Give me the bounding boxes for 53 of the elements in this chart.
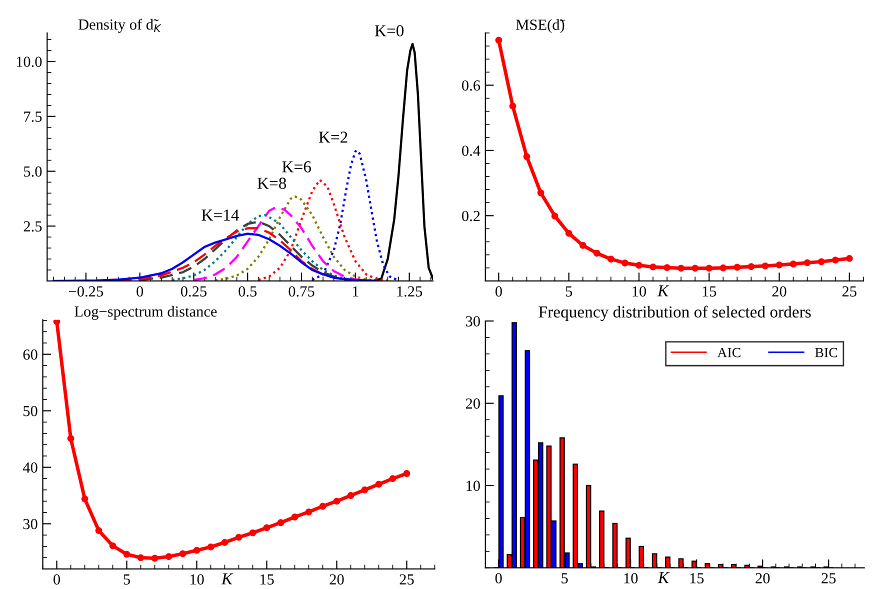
x-tick-label: −0.25 bbox=[69, 286, 104, 297]
x-axis-title: K bbox=[658, 572, 670, 584]
legend-label: AIC bbox=[717, 348, 740, 358]
annotation: K=0 bbox=[374, 25, 404, 36]
y-tick-label: 50 bbox=[24, 406, 38, 416]
y-tick-label: 10 bbox=[466, 480, 480, 491]
x-axis-title: K bbox=[657, 285, 670, 296]
x-tick-label: 0.25 bbox=[180, 286, 206, 297]
x-tick-label: 1 bbox=[352, 286, 358, 296]
x-tick-label: 0.5 bbox=[238, 286, 257, 297]
x-tick-label: 15 bbox=[260, 574, 274, 585]
x-tick-label: 10 bbox=[624, 573, 638, 584]
y-tick-label: 40 bbox=[22, 462, 38, 473]
x-tick-label: 25 bbox=[842, 286, 856, 297]
annotation: K=6 bbox=[282, 161, 312, 172]
y-tick-label: 20 bbox=[466, 398, 480, 409]
x-tick-label: 25 bbox=[822, 573, 836, 584]
x-tick-label: 0 bbox=[495, 286, 502, 297]
y-tick-label: 5.0 bbox=[24, 166, 42, 177]
y-tick-label: 0.2 bbox=[462, 210, 480, 222]
chart-title: MSE(d̃) bbox=[516, 19, 565, 33]
y-tick-label: 30 bbox=[466, 316, 480, 326]
x-tick-label: 20 bbox=[756, 573, 770, 584]
x-tick-label: 25 bbox=[400, 574, 414, 585]
legend-label: BIC bbox=[815, 348, 838, 358]
x-tick-label: 10 bbox=[632, 286, 646, 297]
x-tick-label: 15 bbox=[690, 573, 704, 584]
x-tick-label: 10 bbox=[190, 574, 204, 585]
x-tick-label: 0 bbox=[136, 286, 144, 297]
chart-title: Density of d̃$_{K}$ bbox=[78, 18, 162, 33]
x-axis-title: K bbox=[221, 573, 234, 584]
x-tick-label: 20 bbox=[772, 286, 786, 297]
y-tick-label: 2.5 bbox=[24, 221, 42, 232]
chart-title: Frequency distribution of selected orders bbox=[538, 306, 811, 322]
x-tick-label: 0 bbox=[54, 574, 60, 585]
x-tick-label: 0 bbox=[495, 573, 502, 584]
x-tick-label: 5 bbox=[562, 573, 568, 584]
chart-title: Log−spectrum distance bbox=[74, 306, 217, 320]
x-tick-label: 5 bbox=[566, 286, 572, 297]
x-tick-label: 0.75 bbox=[288, 286, 314, 297]
x-tick-label: 20 bbox=[330, 574, 344, 585]
annotation: K=2 bbox=[318, 132, 348, 143]
x-tick-label: 1.25 bbox=[397, 286, 422, 297]
x-tick-label: 15 bbox=[702, 286, 716, 297]
y-tick-label: 60 bbox=[23, 349, 38, 360]
annotation: K=14 bbox=[202, 210, 240, 221]
x-tick-label: 5 bbox=[124, 574, 130, 585]
y-tick-label: 10.0 bbox=[16, 56, 42, 68]
y-tick-label: 30 bbox=[23, 518, 38, 530]
y-tick-label: 7.5 bbox=[24, 112, 42, 122]
y-tick-label: 0.6 bbox=[462, 80, 480, 91]
annotation: K=8 bbox=[257, 178, 286, 189]
y-tick-label: 0.4 bbox=[462, 146, 480, 156]
